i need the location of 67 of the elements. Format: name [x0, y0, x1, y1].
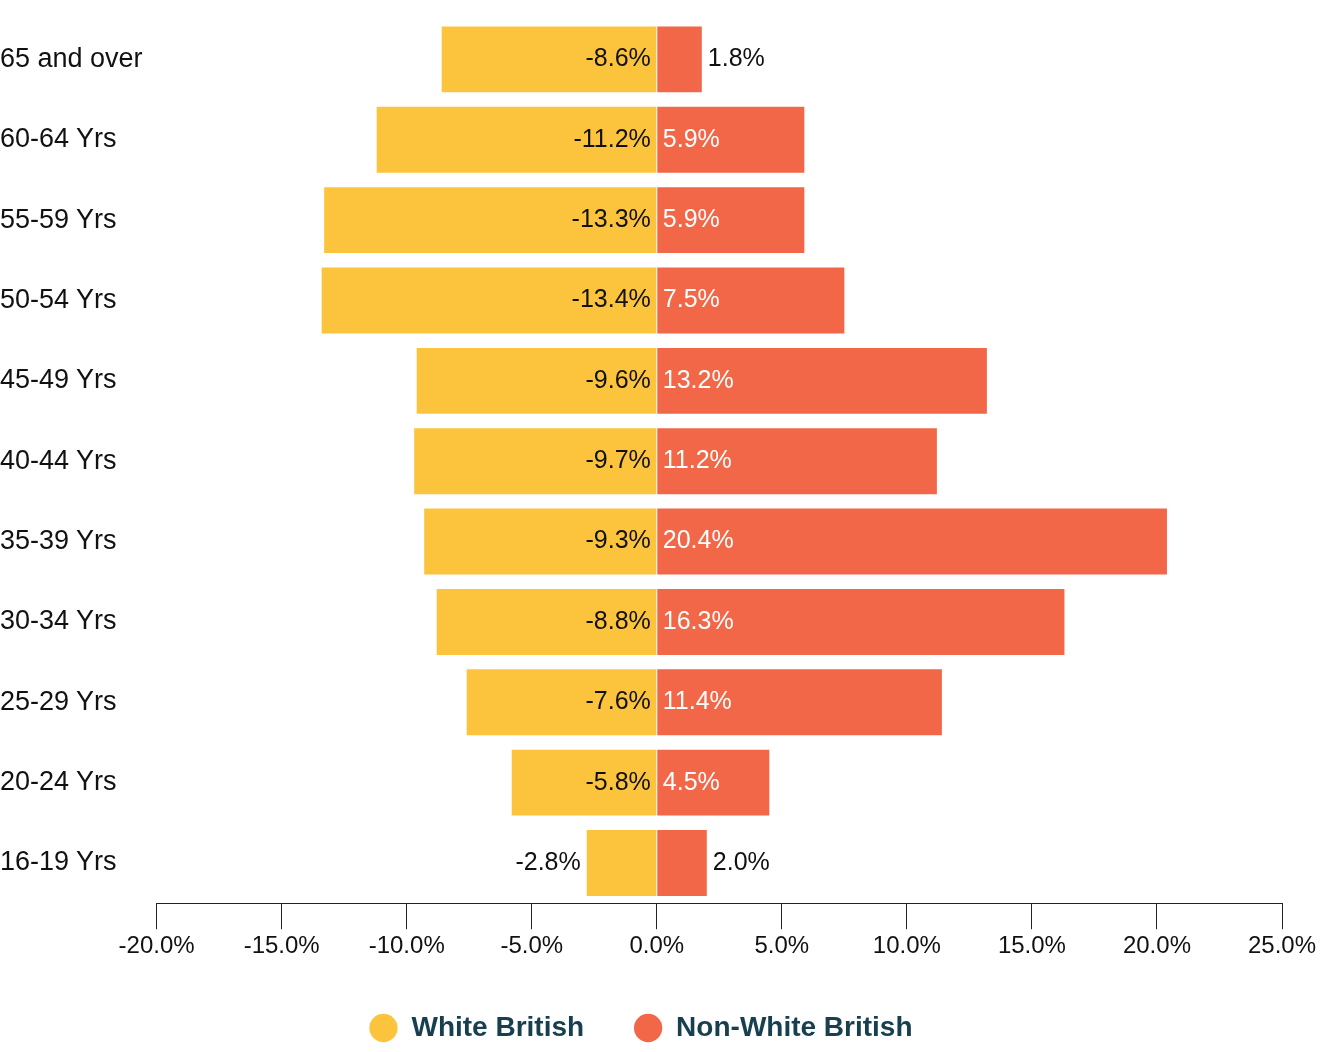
x-tick-label: 0.0% [629, 931, 685, 959]
bar [441, 26, 657, 93]
data-label: 1.8% [707, 43, 765, 72]
bar [586, 830, 657, 896]
bar [424, 508, 657, 575]
bar [466, 669, 657, 736]
data-label: -7.6% [585, 686, 651, 715]
y-tick-label: 16-19 Yrs [0, 846, 117, 877]
bar [324, 187, 657, 254]
x-tick-label: 10.0% [872, 931, 941, 959]
bar [511, 749, 657, 816]
data-label: -9.7% [585, 445, 651, 474]
x-tick-label: 25.0% [1247, 931, 1317, 959]
data-label: -5.8% [585, 766, 651, 795]
data-label: -13.3% [571, 204, 651, 232]
bar [657, 830, 707, 896]
x-tick-label: -20.0% [118, 931, 195, 959]
data-label: 20.4% [662, 525, 734, 554]
data-label: 5.9% [662, 123, 720, 152]
data-label: 5.9% [662, 204, 720, 232]
data-label: 2.0% [712, 846, 770, 875]
data-label: 16.3% [662, 605, 734, 634]
data-label: -9.6% [585, 364, 651, 393]
x-tick-label: -5.0% [500, 931, 564, 959]
data-label: -13.4% [571, 284, 651, 313]
legend-label: Non-White British [676, 1010, 913, 1042]
y-tick-label: 65 and over [0, 42, 143, 73]
y-tick-label: 40-44 Yrs [0, 444, 117, 475]
bar [657, 749, 770, 816]
y-tick-label: 55-59 Yrs [0, 203, 117, 234]
data-label: 4.5% [662, 766, 720, 795]
x-tick-label: -10.0% [368, 931, 445, 959]
data-label: 13.2% [662, 364, 734, 393]
legend-label: White British [411, 1010, 585, 1042]
x-tick-label: -15.0% [243, 931, 320, 959]
bar [416, 347, 657, 414]
data-label: -2.8% [515, 846, 581, 875]
bar [657, 267, 845, 334]
bar [657, 428, 937, 495]
y-tick-label: 50-54 Yrs [0, 283, 117, 314]
data-label: -8.8% [585, 605, 651, 634]
bar [321, 267, 657, 334]
y-tick-label: 45-49 Yrs [0, 364, 117, 395]
bar [657, 26, 702, 93]
x-tick-label: 5.0% [754, 931, 810, 959]
bar [657, 106, 805, 173]
bar [436, 588, 657, 655]
data-label: 11.4% [662, 686, 732, 715]
bar [414, 428, 657, 495]
data-label: 11.2% [662, 445, 732, 474]
bar [657, 187, 805, 254]
bar [376, 106, 657, 173]
x-tick-label: 15.0% [997, 931, 1066, 959]
bar [657, 669, 942, 736]
y-tick-label: 20-24 Yrs [0, 766, 117, 797]
bar [657, 508, 1167, 575]
bar [657, 588, 1065, 655]
bar [657, 347, 987, 414]
y-tick-label: 30-34 Yrs [0, 605, 117, 636]
y-tick-label: 25-29 Yrs [0, 685, 117, 716]
data-label: -9.3% [585, 525, 651, 554]
data-label: 7.5% [662, 284, 720, 313]
y-tick-label: 60-64 Yrs [0, 123, 117, 154]
y-tick-label: 35-39 Yrs [0, 525, 117, 556]
data-label: -8.6% [585, 43, 651, 72]
x-tick-label: 20.0% [1122, 931, 1191, 959]
data-label: -11.2% [573, 123, 651, 152]
